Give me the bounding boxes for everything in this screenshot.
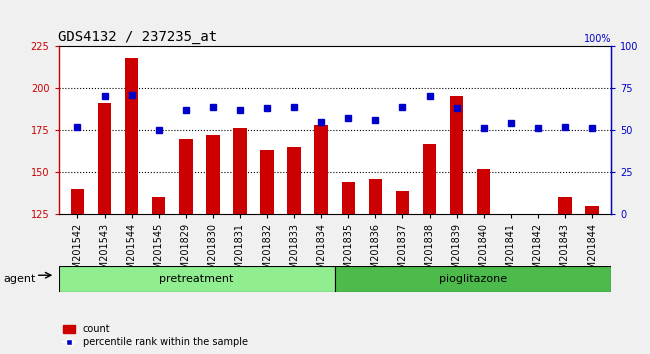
Text: pretreatment: pretreatment bbox=[159, 274, 234, 284]
Bar bbox=[585, 206, 599, 214]
Legend: count, percentile rank within the sample: count, percentile rank within the sample bbox=[63, 325, 248, 347]
Bar bbox=[125, 58, 138, 214]
Bar bbox=[335, 266, 611, 292]
Text: agent: agent bbox=[3, 274, 36, 284]
Bar bbox=[98, 103, 111, 214]
Text: 100%: 100% bbox=[584, 34, 611, 44]
Text: GDS4132 / 237235_at: GDS4132 / 237235_at bbox=[58, 30, 218, 44]
Bar bbox=[206, 135, 220, 214]
Bar bbox=[315, 125, 328, 214]
Text: pioglitazone: pioglitazone bbox=[439, 274, 507, 284]
Bar bbox=[396, 190, 410, 214]
Bar bbox=[422, 143, 436, 214]
Bar bbox=[369, 179, 382, 214]
Bar bbox=[287, 147, 301, 214]
Bar bbox=[58, 266, 335, 292]
Bar bbox=[152, 198, 166, 214]
Bar bbox=[233, 129, 247, 214]
Bar bbox=[179, 138, 192, 214]
Bar bbox=[504, 214, 517, 217]
Bar bbox=[558, 198, 572, 214]
Bar bbox=[450, 96, 463, 214]
Bar bbox=[531, 214, 545, 217]
Bar bbox=[477, 169, 491, 214]
Bar bbox=[341, 182, 355, 214]
Bar bbox=[260, 150, 274, 214]
Bar bbox=[71, 189, 84, 214]
